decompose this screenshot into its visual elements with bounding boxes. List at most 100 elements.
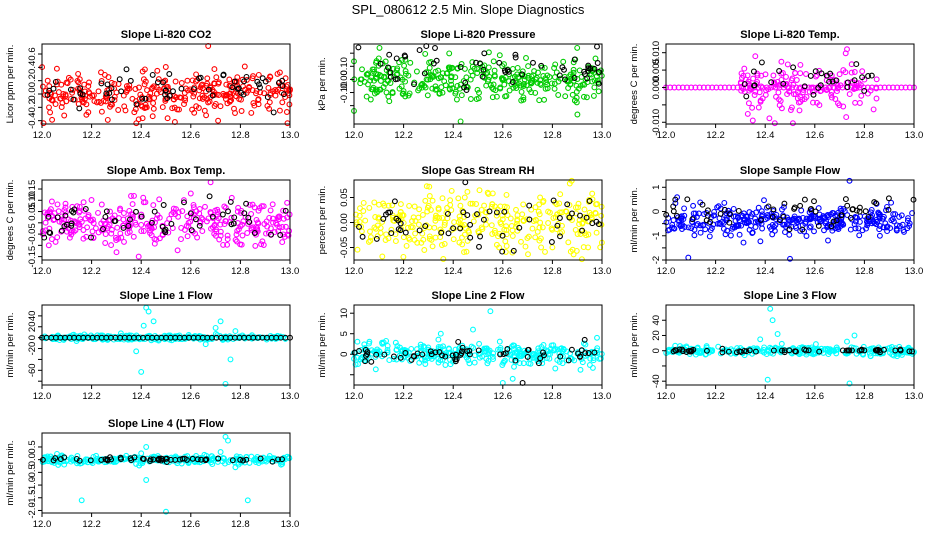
data-point — [76, 203, 83, 210]
data-point — [412, 217, 419, 224]
data-point — [121, 238, 127, 245]
data-point — [416, 47, 423, 54]
series — [39, 433, 293, 515]
y-axis-label: kPa per min. — [317, 57, 328, 110]
data-point — [770, 72, 777, 79]
data-point — [48, 236, 55, 243]
data-point — [237, 456, 244, 463]
data-point — [851, 221, 858, 228]
data-point — [577, 366, 584, 373]
data-point — [264, 94, 271, 101]
data-point — [514, 348, 521, 355]
data-point — [419, 230, 426, 237]
data-point — [397, 344, 403, 351]
data-point — [396, 212, 403, 219]
data-point — [856, 232, 863, 239]
y-tick-label: 0 — [651, 209, 662, 214]
data-point — [551, 65, 558, 71]
x-tick-label: 12.8 — [855, 130, 874, 141]
series — [39, 454, 285, 465]
data-point — [397, 354, 404, 361]
data-point — [44, 77, 51, 84]
data-point — [838, 212, 845, 219]
data-point — [692, 210, 699, 217]
data-point — [898, 84, 905, 91]
data-point — [675, 84, 682, 91]
data-point — [443, 209, 450, 216]
data-point — [810, 99, 816, 106]
data-point — [828, 88, 835, 95]
data-point — [574, 111, 581, 118]
data-point — [209, 86, 216, 93]
data-point — [89, 228, 96, 235]
data-point — [512, 51, 519, 58]
data-point — [145, 96, 152, 103]
data-point — [597, 244, 604, 251]
data-point — [49, 336, 56, 343]
data-point — [457, 225, 464, 232]
data-point — [435, 205, 442, 212]
data-point — [815, 205, 822, 212]
data-point — [847, 226, 854, 233]
data-point — [189, 455, 196, 462]
data-point — [471, 359, 478, 366]
data-point — [439, 195, 446, 202]
data-point — [244, 230, 251, 236]
data-point — [531, 68, 538, 75]
data-point — [445, 230, 452, 237]
data-point — [598, 212, 605, 219]
data-point — [181, 199, 187, 206]
data-point — [205, 86, 212, 93]
data-point — [836, 102, 843, 109]
data-point — [894, 222, 900, 229]
data-point — [428, 351, 435, 358]
data-point — [435, 345, 442, 352]
y-tick-label: -2 — [651, 256, 662, 264]
data-point — [62, 212, 69, 219]
data-point — [783, 81, 789, 88]
data-point — [88, 197, 95, 203]
data-point — [415, 87, 422, 94]
data-point — [521, 76, 528, 83]
panel-title: Slope Gas Stream RH — [421, 165, 534, 177]
data-point — [376, 44, 383, 51]
data-point — [489, 201, 496, 208]
y-tick-label: 0.10 — [339, 57, 350, 76]
data-point — [538, 62, 545, 69]
data-point — [226, 76, 233, 83]
data-point — [896, 222, 903, 229]
data-point — [437, 330, 444, 337]
data-point — [435, 336, 442, 343]
data-point — [260, 242, 267, 248]
data-point — [896, 343, 903, 350]
data-point — [423, 183, 430, 190]
data-point — [52, 101, 59, 108]
data-point — [159, 104, 166, 111]
data-point — [188, 227, 195, 234]
data-point — [105, 223, 111, 230]
data-point — [881, 346, 887, 353]
data-point — [690, 346, 697, 353]
x-tick-label: 12.2 — [82, 130, 101, 141]
data-point — [844, 202, 851, 209]
plot-frame — [353, 43, 603, 125]
data-point — [451, 219, 458, 226]
panel-title: Slope Li-820 CO2 — [121, 29, 211, 41]
data-point — [286, 228, 293, 234]
data-point — [467, 96, 474, 102]
y-axis-label: ml/min per min. — [5, 313, 16, 378]
data-point — [248, 211, 255, 217]
data-point — [98, 220, 105, 227]
data-point — [240, 91, 247, 98]
data-point — [454, 65, 461, 72]
data-point — [160, 79, 166, 86]
data-point — [565, 357, 572, 364]
data-point — [138, 213, 145, 220]
data-point — [133, 208, 139, 215]
series — [663, 177, 916, 262]
data-point — [493, 241, 500, 248]
data-point — [791, 204, 798, 211]
data-point — [835, 226, 842, 233]
data-point — [525, 346, 531, 353]
data-point — [501, 208, 508, 215]
